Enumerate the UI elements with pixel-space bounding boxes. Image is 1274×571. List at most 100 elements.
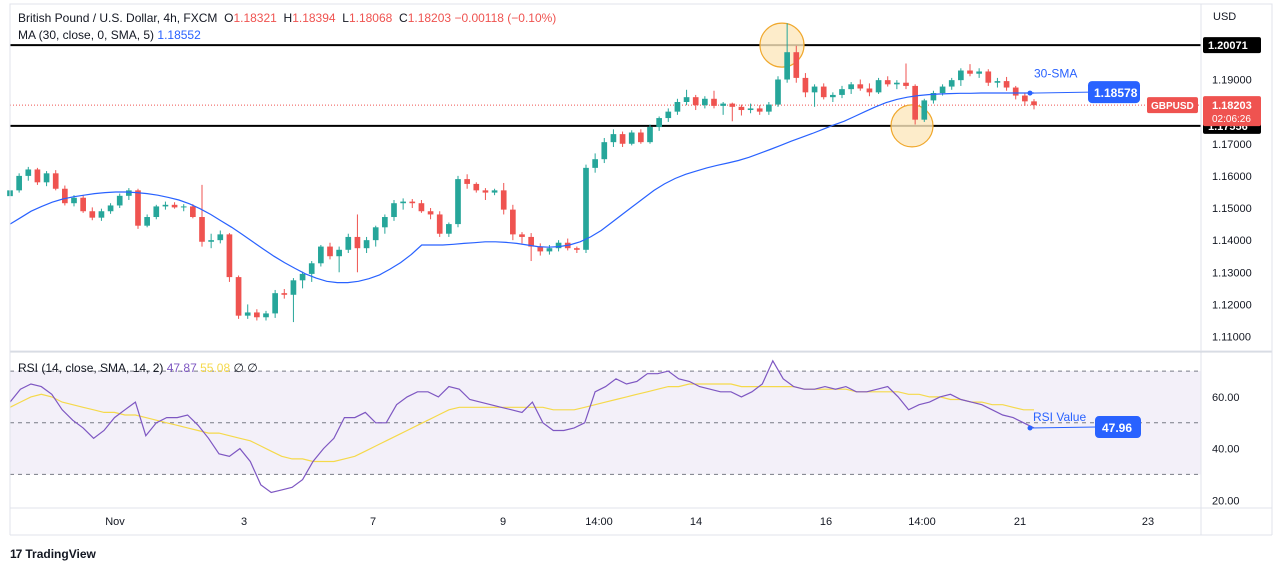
candle-body <box>628 132 635 144</box>
candle-body <box>318 246 324 264</box>
rsi-legend[interactable]: RSI (14, close, SMA, 14, 2) 47.87 55.08 … <box>18 361 258 375</box>
candle <box>244 304 251 319</box>
price-tick-label: 1.19000 <box>1212 75 1252 87</box>
candle-body <box>1012 87 1019 96</box>
candle-body <box>427 211 434 215</box>
candle-body <box>775 79 781 105</box>
candle-body <box>171 204 178 208</box>
candle <box>226 233 233 282</box>
price-axis[interactable]: USD 1.11000 1.12000 1.13000 1.14000 1.15000 1.… <box>1212 11 1252 344</box>
time-tick-label: 14:00 <box>585 516 613 528</box>
candle-body <box>25 169 32 176</box>
candle <box>610 129 617 147</box>
candle-body <box>738 106 745 111</box>
candle-body <box>528 236 534 247</box>
candle-body <box>884 80 891 85</box>
candle <box>884 76 891 87</box>
candle-body <box>153 206 160 218</box>
horizontal-lines[interactable] <box>10 44 1201 127</box>
ma-value-label: 1.18578 <box>1094 86 1138 100</box>
candle-body <box>848 84 854 90</box>
current-price-tag-bg <box>1203 96 1261 127</box>
candle-body <box>190 206 196 218</box>
candle <box>656 116 662 131</box>
candle-body <box>994 81 1001 83</box>
candle <box>208 233 214 249</box>
candle <box>235 275 242 319</box>
candle-body <box>226 234 233 278</box>
candle-body <box>363 240 370 249</box>
candle-body <box>903 82 909 86</box>
price-tick-label: 1.16000 <box>1212 171 1252 183</box>
candle-body <box>290 280 297 295</box>
candle <box>336 246 342 273</box>
candle <box>372 225 379 247</box>
candle <box>418 199 425 213</box>
candle-body <box>784 52 790 80</box>
candle <box>455 175 461 228</box>
tradingview-logo[interactable]: 17 TradingView <box>10 547 96 561</box>
candle <box>555 240 562 252</box>
candle-body <box>894 82 900 85</box>
candle-body <box>98 211 105 218</box>
candle-body <box>537 246 544 252</box>
time-tick-label: 23 <box>1142 516 1154 528</box>
candle-body <box>217 234 224 241</box>
current-price-tags: GBPUSD 1.18203 02:06:26 <box>1147 96 1261 127</box>
candle <box>903 63 909 90</box>
candle <box>299 271 306 289</box>
ohlc-high: H1.18394 <box>283 11 336 25</box>
candle <box>811 84 818 107</box>
candle <box>702 96 708 109</box>
candle <box>775 76 781 107</box>
candle-body <box>756 108 763 112</box>
candle <box>135 188 141 229</box>
candle <box>976 68 982 78</box>
candle-body <box>400 201 406 204</box>
candle-body <box>729 103 736 107</box>
candle <box>272 289 278 318</box>
candle <box>436 211 443 237</box>
candle-body <box>16 175 22 191</box>
candle-body <box>34 169 41 183</box>
candle-body <box>372 227 379 241</box>
rsi-axis[interactable]: 20.00 40.00 60.00 <box>1212 392 1240 507</box>
candle <box>674 98 681 115</box>
axis-frames <box>9 3 1273 536</box>
candle-body <box>912 85 918 120</box>
candle-body <box>144 217 150 226</box>
candle <box>665 108 672 122</box>
candle-body <box>244 312 251 316</box>
rsi-pointer[interactable]: 47.96 RSI Value <box>1027 410 1142 439</box>
candle <box>382 214 388 234</box>
candle <box>875 77 882 94</box>
candle <box>171 202 178 209</box>
candle-body <box>574 248 580 250</box>
candle-body <box>418 203 425 212</box>
candle <box>747 103 754 114</box>
candle-body <box>281 293 288 295</box>
candle-body <box>1022 95 1028 102</box>
rsi-value-label: 47.96 <box>1102 421 1132 435</box>
candle <box>89 207 96 221</box>
ma-legend[interactable]: MA (30, close, 0, SMA, 5) 1.18552 <box>18 28 201 42</box>
candle <box>830 92 836 102</box>
candle-body <box>747 108 754 111</box>
candle <box>52 170 59 191</box>
time-axis[interactable]: Nov 3 7 9 14:00 14 16 14:00 21 23 <box>105 516 1154 528</box>
candle-body <box>921 100 928 120</box>
candle <box>820 83 827 100</box>
ohlc-change: −0.00118 (−0.10%) <box>454 11 557 25</box>
candle-body <box>985 71 992 83</box>
symbol-title[interactable]: British Pound / U.S. Dollar, 4h, FXCM <box>18 11 218 25</box>
candle-body <box>793 52 800 78</box>
rsi-legend-extra-2: ∅ <box>247 361 258 375</box>
candle <box>766 101 772 115</box>
candle <box>958 68 964 86</box>
candle <box>528 233 534 262</box>
time-tick-label: 9 <box>500 516 506 528</box>
annotation-circle-resistance <box>759 22 805 68</box>
ma-pointer[interactable]: 1.18578 30-SMA <box>1027 67 1141 104</box>
